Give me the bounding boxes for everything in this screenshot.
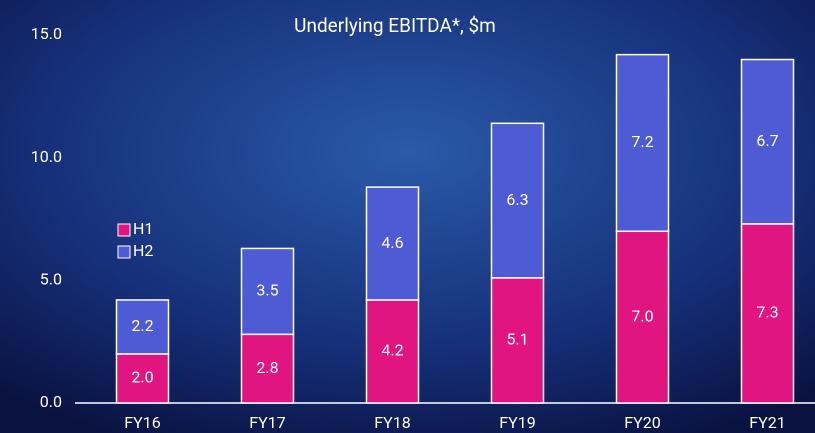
legend-swatch	[117, 223, 131, 237]
y-tick-label: 0.0	[40, 392, 62, 411]
data-label: 4.2	[381, 341, 403, 360]
x-tick-label: FY17	[249, 413, 285, 432]
bar-segment	[365, 299, 420, 404]
x-tick-label: FY18	[374, 413, 410, 432]
x-tick-label: FY21	[749, 413, 785, 432]
bar-segment	[490, 122, 545, 279]
bar-segment	[490, 277, 545, 404]
data-label: 3.5	[256, 281, 278, 300]
legend-label: H2	[133, 241, 153, 260]
data-label: 2.8	[256, 358, 278, 377]
data-label: 7.3	[756, 303, 778, 322]
data-label: 6.3	[506, 190, 528, 209]
y-tick-label: 15.0	[31, 24, 62, 43]
bar-segment	[740, 58, 795, 225]
data-label: 2.0	[131, 368, 153, 387]
legend-label: H1	[133, 219, 153, 238]
y-tick-label: 5.0	[40, 270, 62, 289]
data-label: 2.2	[131, 316, 153, 335]
x-tick-label: FY16	[124, 413, 160, 432]
data-label: 7.2	[631, 132, 653, 151]
bar-segment	[615, 230, 670, 404]
bar-segment	[365, 186, 420, 301]
x-tick-label: FY19	[499, 413, 535, 432]
bar-segment	[615, 53, 670, 233]
chart-title: Underlying EBITDA*, $m	[294, 14, 496, 37]
legend-swatch	[117, 245, 131, 259]
data-label: 5.1	[506, 330, 528, 349]
bar-segment	[240, 247, 295, 336]
bar-segment	[740, 223, 795, 404]
data-label: 7.0	[631, 306, 653, 325]
x-tick-label: FY20	[624, 413, 660, 432]
data-label: 6.7	[756, 131, 778, 150]
data-label: 4.6	[381, 233, 403, 252]
bar-segment	[115, 353, 170, 404]
y-tick-label: 10.0	[31, 147, 62, 166]
bar-segment	[115, 299, 170, 355]
